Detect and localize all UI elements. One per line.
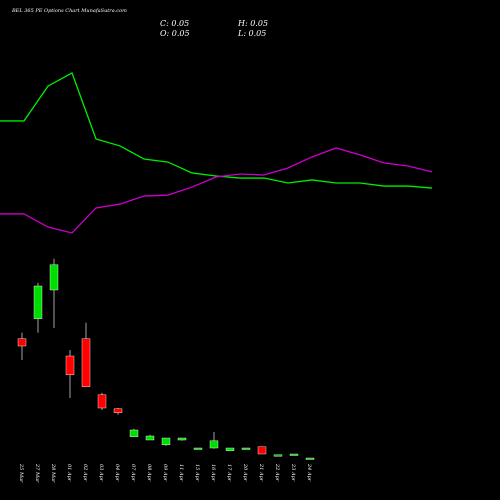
candle-body: [145, 435, 155, 441]
x-tick-label: 02 Apr: [82, 464, 88, 482]
x-tick-label: 17 Apr: [226, 464, 232, 482]
candle-body: [49, 264, 59, 291]
x-tick-label: 15 Apr: [194, 464, 200, 482]
high-label: H: 0.05: [237, 19, 268, 28]
close-label: C: 0.05: [160, 19, 189, 28]
open-label: O: 0.05: [160, 29, 190, 38]
x-tick-label: 27 Mar: [34, 463, 40, 483]
chart-title: BEL 365 PE Options Chart MunafaSutra.com: [11, 8, 127, 14]
candle-body: [257, 446, 267, 455]
candle-body: [209, 440, 219, 449]
candle-body: [17, 338, 27, 347]
candle-body: [129, 429, 139, 438]
x-tick-label: 04 Apr: [114, 464, 120, 482]
candle-body: [65, 355, 75, 375]
x-tick-label: 01 Apr: [66, 464, 72, 482]
candle-body: [225, 447, 235, 451]
x-tick-label: 25 Mar: [18, 463, 24, 483]
x-tick-label: 09 Apr: [162, 464, 168, 482]
candle-body: [193, 447, 203, 450]
x-tick-label: 07 Apr: [130, 464, 136, 482]
x-tick-label: 11 Apr: [178, 464, 184, 482]
low-label: L: 0.05: [237, 29, 266, 38]
x-tick-label: 08 Apr: [146, 464, 152, 482]
candle-body: [177, 437, 187, 441]
candle-body: [113, 408, 123, 413]
candle-body: [241, 447, 251, 450]
x-tick-label: 24 Apr: [306, 463, 312, 482]
indicator-line: [0, 147, 433, 234]
candle-body: [81, 338, 91, 387]
x-tick-label: 16 Apr: [210, 464, 216, 482]
candle-body: [97, 394, 107, 409]
candle-body: [33, 285, 43, 319]
x-tick-label: 22 Apr: [274, 463, 280, 482]
x-tick-label: 21 Apr: [258, 463, 264, 482]
candle-body: [289, 453, 299, 456]
x-tick-label: 28 Mar: [50, 463, 56, 483]
x-tick-label: 03 Apr: [98, 464, 104, 482]
candle-body: [305, 457, 315, 460]
indicator-line: [0, 72, 433, 189]
x-tick-label: 20 Apr: [242, 463, 248, 482]
candle-body: [161, 437, 171, 446]
candle-body: [273, 454, 283, 457]
x-tick-label: 23 Apr: [290, 463, 296, 482]
